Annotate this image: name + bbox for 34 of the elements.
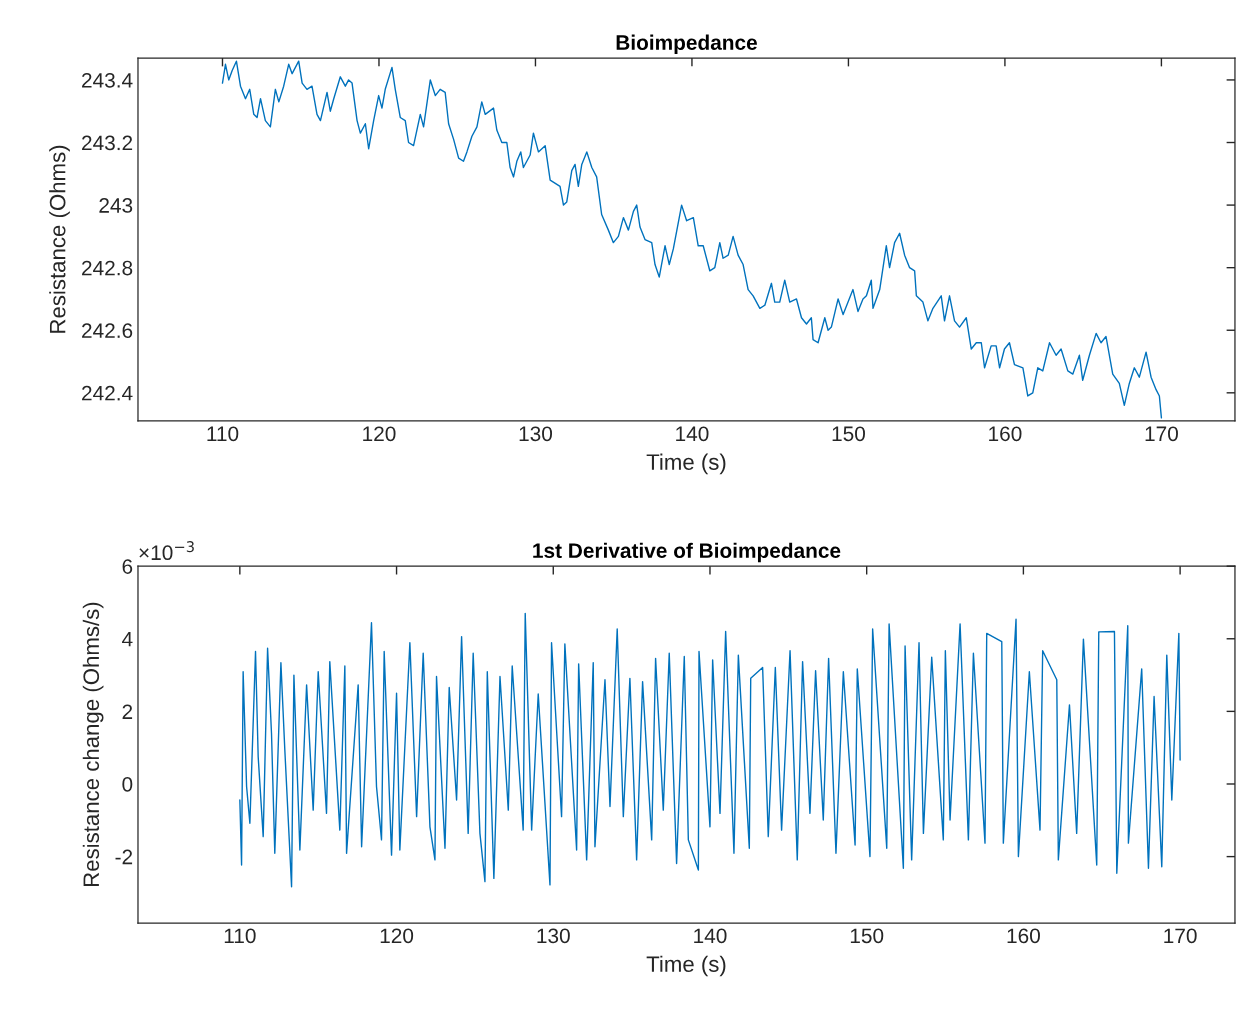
- y-axis-title: Resistance (Ohms): [49, 145, 70, 333]
- y-axis-title: Resistance change (Ohms/s): [82, 602, 104, 887]
- x-tick-label: 120: [380, 928, 414, 944]
- x-tick-label: 130: [519, 426, 553, 442]
- x-tick-label: 110: [207, 426, 239, 442]
- x-tick-label: 140: [676, 426, 709, 442]
- x-tick-label: 140: [694, 928, 727, 944]
- x-axis-title: Time (s): [646, 955, 726, 977]
- x-tick-label: 150: [850, 928, 884, 944]
- x-tick-label: 150: [832, 426, 865, 442]
- chart-title: Bioimpedance: [616, 34, 757, 55]
- y-tick-label: 243.4: [82, 72, 133, 88]
- y-tick-label: -2: [115, 849, 133, 865]
- line-series: [239, 612, 1181, 888]
- y-tick-label: 6: [122, 559, 133, 574]
- x-tick-label: 130: [537, 928, 570, 944]
- x-tick-label: 160: [1007, 928, 1040, 944]
- x-axis-title: Time (s): [646, 453, 726, 475]
- chart-title: 1st Derivative of Bioimpedance: [533, 542, 841, 563]
- y-tick-label: 242.4: [82, 385, 133, 401]
- line-series: [221, 60, 1163, 419]
- y-tick-label: 242.8: [82, 260, 133, 276]
- x-tick-label: 110: [224, 928, 256, 944]
- y-tick-label: 242.6: [82, 323, 133, 338]
- x-tick-label: 170: [1164, 928, 1197, 944]
- x-tick-label: 160: [989, 426, 1022, 442]
- x-tick-label: 170: [1145, 426, 1178, 442]
- y-tick-label: 0: [122, 776, 133, 792]
- y-tick-label: 243.2: [82, 135, 133, 151]
- x-tick-label: 120: [363, 426, 396, 442]
- y-tick-label: 243: [99, 198, 133, 213]
- text: ×10$^{−3}$: [139, 541, 194, 561]
- y-tick-label: 2: [122, 704, 133, 719]
- y-tick-label: 4: [122, 631, 133, 647]
